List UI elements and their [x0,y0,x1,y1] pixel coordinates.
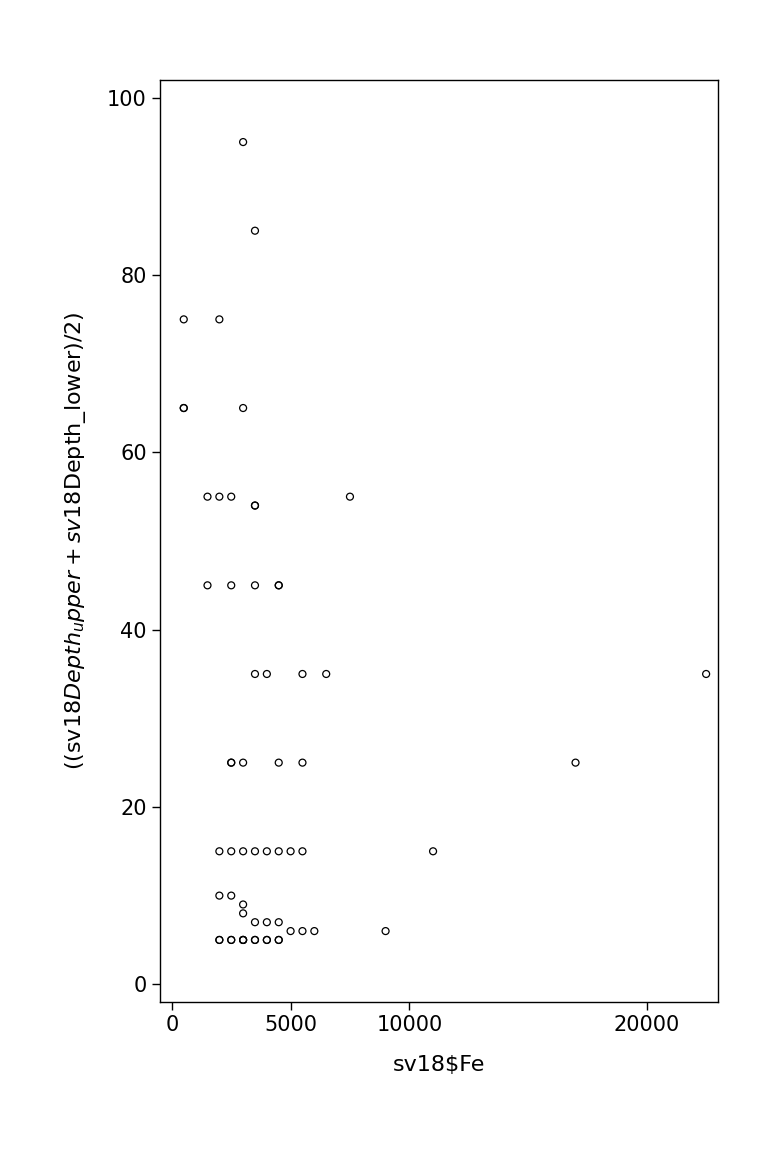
Point [225,753,237,772]
Point [225,931,237,949]
Point [249,576,261,594]
Point [273,931,285,949]
Point [237,132,250,151]
Point [260,842,273,861]
Point [249,497,261,515]
Point [201,487,214,506]
Point [427,842,439,861]
Point [249,914,261,932]
Point [379,922,392,940]
Point [273,576,285,594]
Point [237,931,250,949]
Point [320,665,333,683]
Point [308,922,320,940]
Point [273,842,285,861]
Point [225,487,237,506]
Point [273,914,285,932]
Point [225,886,237,904]
Point [569,753,581,772]
Point [284,842,296,861]
Point [237,753,250,772]
X-axis label: sv18$Fe: sv18$Fe [392,1054,485,1075]
Point [296,753,309,772]
Point [177,399,190,417]
Point [225,576,237,594]
Point [284,922,296,940]
Point [249,931,261,949]
Point [214,931,226,949]
Point [237,931,250,949]
Point [260,931,273,949]
Point [296,922,309,940]
Point [249,842,261,861]
Point [273,576,285,594]
Point [225,931,237,949]
Point [237,904,250,923]
Point [249,497,261,515]
Point [177,399,190,417]
Point [344,487,356,506]
Point [214,842,226,861]
Point [225,753,237,772]
Point [273,753,285,772]
Point [177,310,190,328]
Point [214,487,226,506]
Point [296,665,309,683]
Point [260,914,273,932]
Point [296,842,309,861]
Point [214,931,226,949]
Point [260,931,273,949]
Point [237,931,250,949]
Y-axis label: ((sv18$Depth_upper + sv18$Depth_lower)/2): ((sv18$Depth_upper + sv18$Depth_lower)/2… [63,312,88,770]
Point [249,931,261,949]
Point [214,310,226,328]
Point [249,665,261,683]
Point [260,665,273,683]
Point [237,842,250,861]
Point [237,895,250,914]
Point [201,576,214,594]
Point [273,931,285,949]
Point [214,886,226,904]
Point [225,842,237,861]
Point [237,399,250,417]
Point [700,665,712,683]
Point [249,221,261,240]
